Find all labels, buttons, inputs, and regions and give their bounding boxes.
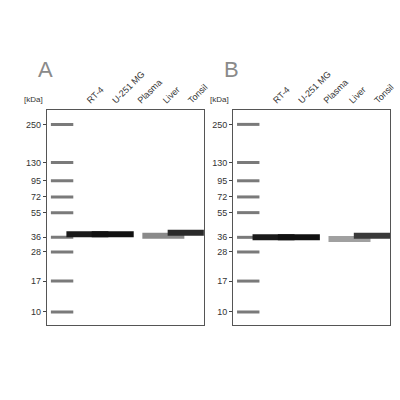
svg-text:55: 55: [31, 208, 41, 218]
svg-text:17: 17: [217, 276, 227, 286]
svg-text:10: 10: [217, 307, 227, 317]
svg-text:17: 17: [31, 276, 41, 286]
svg-text:Tonsil: Tonsil: [186, 82, 209, 105]
svg-text:A: A: [38, 57, 53, 82]
svg-text:Liver: Liver: [347, 85, 368, 106]
svg-text:130: 130: [26, 158, 41, 168]
svg-text:[kDa]: [kDa]: [24, 95, 43, 104]
svg-text:72: 72: [31, 192, 41, 202]
svg-text:72: 72: [217, 192, 227, 202]
svg-text:36: 36: [217, 232, 227, 242]
svg-text:28: 28: [217, 247, 227, 257]
svg-text:10: 10: [31, 307, 41, 317]
svg-text:28: 28: [31, 247, 41, 257]
svg-text:Tonsil: Tonsil: [372, 82, 395, 105]
svg-text:Plasma: Plasma: [136, 77, 164, 105]
svg-text:36: 36: [31, 232, 41, 242]
svg-text:Plasma: Plasma: [322, 77, 350, 105]
svg-text:250: 250: [26, 120, 41, 130]
svg-text:250: 250: [212, 120, 227, 130]
svg-text:55: 55: [217, 208, 227, 218]
svg-text:RT-4: RT-4: [271, 85, 292, 106]
svg-text:95: 95: [217, 176, 227, 186]
svg-text:RT-4: RT-4: [85, 85, 106, 106]
svg-text:[kDa]: [kDa]: [210, 95, 229, 104]
svg-text:U-251 MG: U-251 MG: [110, 69, 146, 105]
svg-text:Liver: Liver: [161, 85, 182, 106]
svg-text:95: 95: [31, 176, 41, 186]
svg-text:U-251 MG: U-251 MG: [296, 69, 332, 105]
svg-text:130: 130: [212, 158, 227, 168]
svg-text:B: B: [224, 57, 239, 82]
